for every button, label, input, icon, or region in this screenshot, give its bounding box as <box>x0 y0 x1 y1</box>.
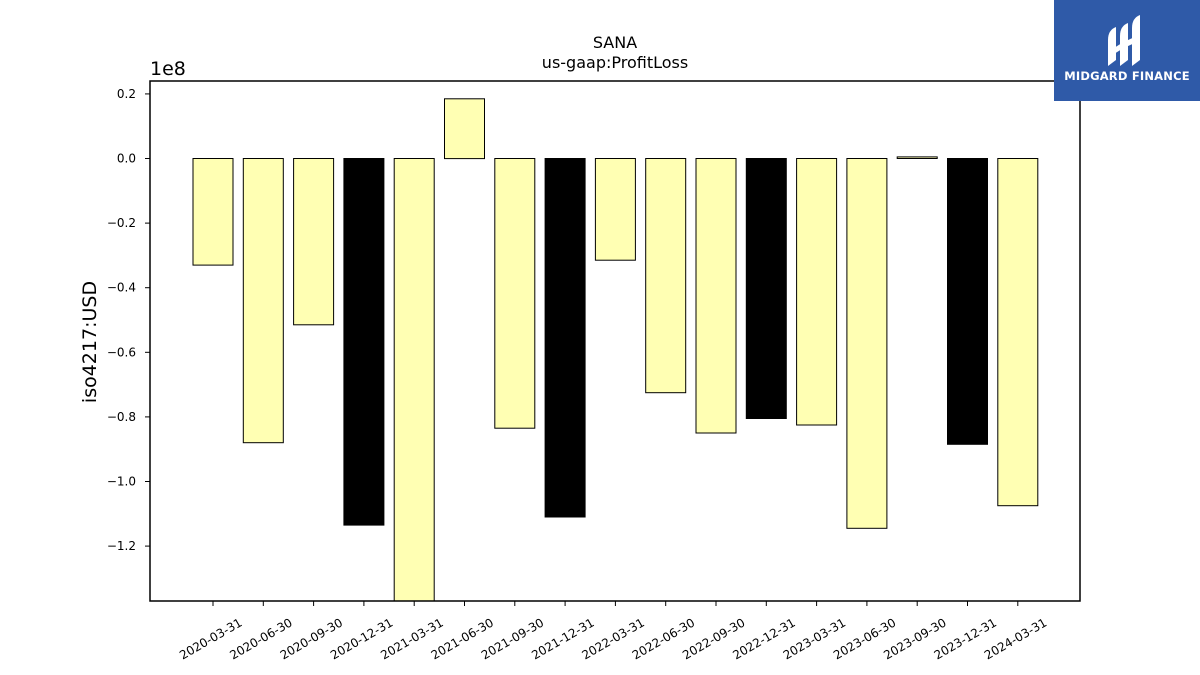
bar <box>444 98 485 160</box>
y-tick-label: −0.6 <box>107 345 136 359</box>
bar <box>745 158 787 419</box>
y-tick-label: 0.2 <box>117 87 136 101</box>
y-tick-label: 0.0 <box>117 152 136 166</box>
chart-title: SANA <box>593 33 637 52</box>
bar <box>192 158 234 266</box>
midgard-finance-logo-icon <box>1108 15 1140 66</box>
bar <box>293 158 335 326</box>
bar <box>242 158 284 444</box>
bar <box>393 158 435 602</box>
bar <box>594 158 636 261</box>
bar <box>695 158 737 434</box>
bar <box>896 156 938 159</box>
bar <box>494 158 536 429</box>
bars-group <box>192 98 1039 602</box>
bar <box>846 158 888 529</box>
logo-text: MIDGARD FINANCE <box>1064 69 1190 83</box>
y-axis: 0.2 0.0 −0.2 −0.4 −0.6 −0.8 −1.0 −1.2 <box>107 87 150 553</box>
y-axis-label: iso4217:USD <box>79 281 101 403</box>
bar <box>544 158 586 518</box>
x-axis: 2020-03-312020-06-302020-09-302020-12-31… <box>177 601 1049 662</box>
bar <box>947 158 988 445</box>
bar <box>796 158 838 426</box>
midgard-finance-logo: MIDGARD FINANCE <box>1054 0 1200 101</box>
y-tick-label: −1.0 <box>107 474 136 488</box>
bar <box>645 158 687 394</box>
y-tick-label: −0.4 <box>107 281 136 295</box>
plot-frame <box>149 80 1081 602</box>
chart-subtitle: us-gaap:ProfitLoss <box>542 53 688 72</box>
y-tick-label: −1.2 <box>107 539 136 553</box>
y-tick-label: −0.2 <box>107 216 136 230</box>
bar <box>343 158 385 526</box>
bar <box>997 158 1039 507</box>
y-scale-label: 1e8 <box>150 58 186 80</box>
y-tick-label: −0.8 <box>107 410 136 424</box>
